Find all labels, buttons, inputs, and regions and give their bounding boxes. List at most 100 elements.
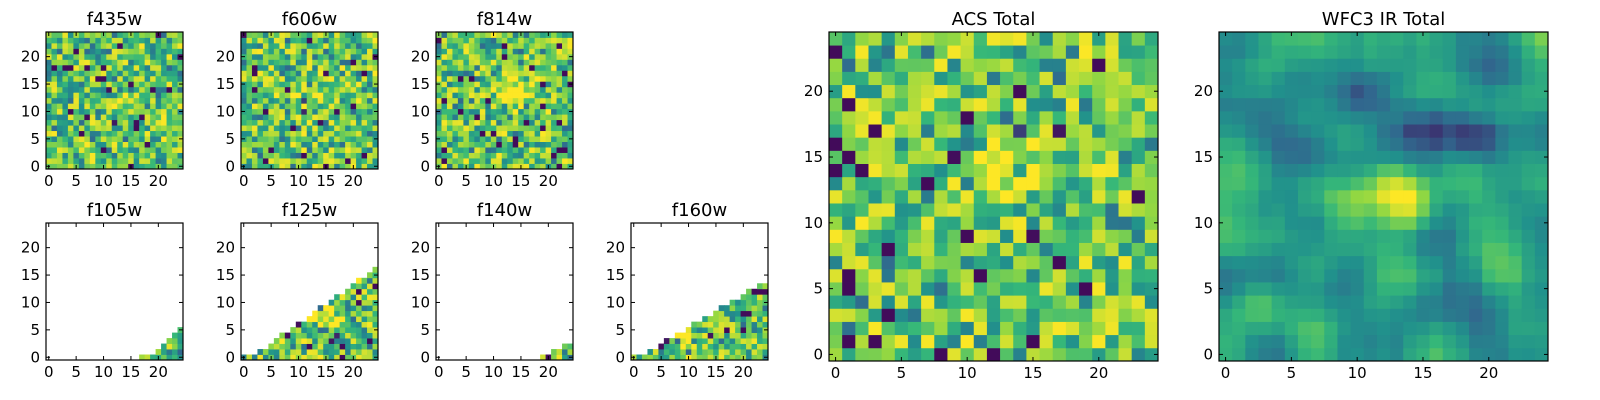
heatmap-cell (1013, 255, 1027, 270)
heatmap-cell (1052, 163, 1067, 178)
heatmap-cell (436, 152, 442, 159)
heatmap-cell (1144, 97, 1159, 112)
heatmap-cell (356, 288, 362, 295)
heatmap-cell (562, 141, 568, 148)
heatmap-cell (468, 81, 475, 88)
heatmap-cell (1258, 84, 1273, 99)
heatmap-cell (268, 103, 275, 110)
heatmap-cell (67, 53, 74, 60)
heatmap-cell (144, 103, 151, 110)
heatmap-cell (1131, 282, 1146, 296)
heatmap-cell (312, 59, 319, 66)
heatmap-cell (1416, 308, 1430, 322)
heatmap-cell (1521, 189, 1536, 204)
heatmap-cell (751, 294, 758, 301)
heatmap-cell (1534, 32, 1549, 46)
heatmap-cell (507, 64, 514, 71)
heatmap-cell (1271, 163, 1286, 178)
heatmap-cell (122, 97, 129, 104)
heatmap-cell (1324, 216, 1338, 230)
heatmap-cell (1079, 110, 1093, 125)
heatmap-cell (367, 283, 373, 290)
heatmap-cell (306, 64, 313, 71)
heatmap-cell (339, 81, 346, 88)
heatmap-cell (1534, 282, 1549, 296)
heatmap-cell (724, 332, 731, 339)
heatmap-cell (111, 125, 118, 132)
heatmap-cell (1469, 32, 1483, 46)
heatmap-cell (367, 141, 373, 148)
heatmap-cell (1052, 203, 1067, 217)
heatmap-cell (1092, 229, 1106, 243)
heatmap-cell (306, 75, 313, 82)
heatmap-cell (317, 103, 324, 110)
heatmap-cell (829, 110, 843, 125)
heatmap-cell (1429, 282, 1444, 296)
heatmap-cell (496, 37, 503, 44)
heatmap-cell (973, 282, 988, 296)
heatmap-cell (1092, 189, 1106, 204)
heatmap-cell (518, 125, 525, 132)
heatmap-cell (301, 158, 308, 164)
heatmap-cell (485, 81, 492, 88)
heatmap-cell (1442, 216, 1457, 230)
heatmap-cell (1390, 216, 1404, 230)
heatmap-cell (507, 136, 514, 142)
heatmap-cell (713, 327, 720, 333)
heatmap-cell (334, 114, 341, 121)
heatmap-cell (1131, 176, 1146, 191)
heatmap-cell (735, 327, 741, 333)
heatmap-cell (89, 92, 96, 99)
heatmap-cell (46, 97, 52, 104)
heatmap-cell (84, 81, 91, 88)
heatmap-cell (518, 108, 525, 115)
heatmap-cell (960, 216, 975, 230)
heatmap-cell (177, 114, 184, 121)
heatmap-cell (1219, 347, 1233, 362)
heatmap-cell (567, 70, 574, 77)
heatmap-cell (328, 354, 335, 361)
heatmap-cell (512, 158, 519, 164)
heatmap-cell (306, 119, 313, 126)
heatmap-cell (507, 119, 514, 126)
heatmap-cell (306, 70, 313, 77)
heatmap-cell (894, 229, 909, 243)
heatmap-cell (751, 349, 758, 355)
heatmap-cell (334, 125, 341, 132)
heatmap-cell (89, 130, 96, 137)
heatmap-cell (540, 125, 546, 132)
heatmap-cell (161, 64, 167, 71)
heatmap-cell (334, 92, 341, 99)
y-tick-label: 0 (420, 157, 430, 175)
x-tick-label: 20 (344, 172, 363, 190)
heatmap-cell (881, 150, 896, 164)
heatmap-cell (161, 158, 167, 164)
heatmap-cell (317, 37, 324, 44)
heatmap-cell (345, 136, 351, 142)
heatmap-cell (306, 163, 313, 170)
heatmap-cell (452, 136, 459, 142)
heatmap-cell (1131, 110, 1146, 125)
heatmap-cell (1079, 176, 1093, 191)
heatmap-cell (1258, 268, 1273, 283)
heatmap-cell (323, 97, 330, 104)
heatmap-cell (361, 53, 368, 60)
heatmap-cell (960, 71, 975, 86)
heatmap-cell (518, 42, 525, 49)
heatmap-cell (1105, 268, 1119, 283)
heatmap-cell (111, 97, 118, 104)
heatmap-cell (1521, 176, 1536, 191)
y-tick-label: 5 (813, 280, 823, 298)
heatmap-cell (1390, 308, 1404, 322)
heatmap-cell (490, 141, 497, 148)
heatmap-cell (1534, 347, 1549, 362)
heatmap-cell (1508, 282, 1523, 296)
heatmap-cell (166, 343, 173, 350)
heatmap-cell (1065, 150, 1080, 164)
heatmap-cell (540, 136, 546, 142)
heatmap-cell (746, 354, 752, 361)
heatmap-cell (328, 37, 335, 44)
heatmap-cell (139, 354, 146, 361)
heatmap-cell (251, 152, 258, 159)
heatmap-cells-acs-total (829, 32, 1159, 362)
